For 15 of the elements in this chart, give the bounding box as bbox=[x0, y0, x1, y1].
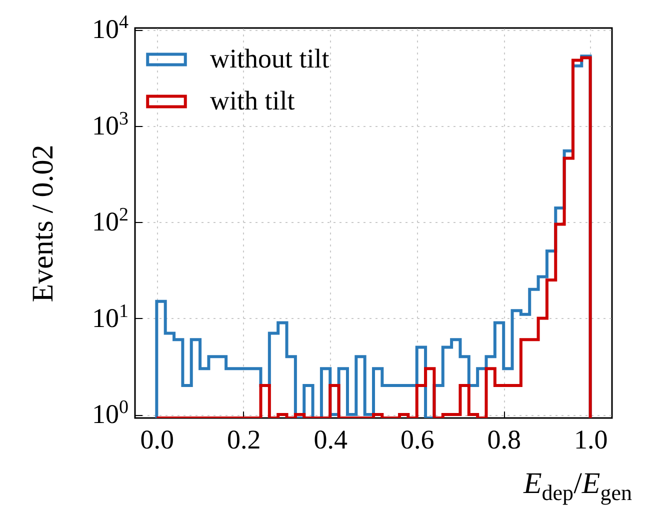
y-tick-label: 10$^{0}$ bbox=[92, 396, 128, 430]
x-tick-label: 0.6 bbox=[400, 424, 434, 454]
legend-label: with tilt bbox=[210, 86, 296, 116]
x-tick-label: 0.2 bbox=[227, 424, 261, 454]
y-tick-label: 10$^{2}$ bbox=[92, 204, 128, 237]
y-tick-label: 10$^{3}$ bbox=[92, 108, 128, 140]
y-axis-title: Events / 0.02 bbox=[26, 144, 60, 302]
x-tick-label: 0.8 bbox=[487, 424, 521, 454]
x-tick-label: 0.0 bbox=[140, 424, 174, 454]
x-tick-label: 0.4 bbox=[314, 424, 348, 454]
x-axis-title: E$_{dep}$/E$_{gen}$ bbox=[523, 467, 632, 506]
x-tick-label: 1.0 bbox=[574, 424, 608, 454]
y-tick-label: 10$^{1}$ bbox=[92, 300, 128, 333]
y-tick-label: 10$^{4}$ bbox=[92, 12, 129, 44]
legend-label: without tilt bbox=[210, 44, 330, 74]
